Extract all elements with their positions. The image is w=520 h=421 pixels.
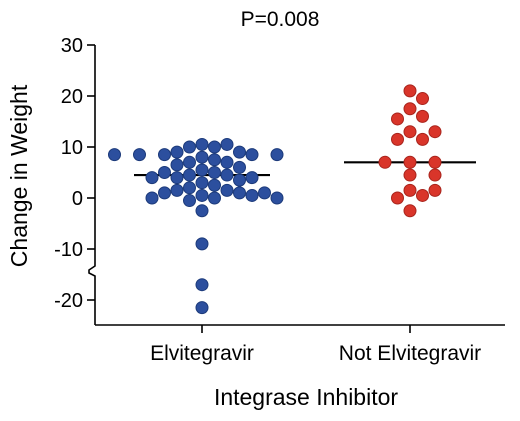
data-point <box>416 132 429 146</box>
data-point <box>428 155 442 169</box>
data-point <box>158 148 171 162</box>
data-point <box>258 186 271 200</box>
data-point <box>416 109 429 123</box>
data-point <box>195 278 209 292</box>
data-point <box>403 204 417 218</box>
data-point <box>158 166 171 179</box>
x-axis-title: Integrase Inhibitor <box>214 384 398 410</box>
data-point <box>195 301 209 315</box>
data-point <box>245 171 259 185</box>
data-point <box>403 155 417 169</box>
data-point <box>233 173 246 187</box>
y-tick-label: -10 <box>54 239 83 261</box>
data-point <box>220 155 234 169</box>
data-point <box>170 158 184 172</box>
data-point <box>416 92 429 106</box>
data-point <box>195 137 209 151</box>
data-point <box>233 145 246 159</box>
y-tick-label: 20 <box>61 86 83 108</box>
data-point <box>158 186 171 200</box>
data-point <box>391 132 404 146</box>
data-point <box>183 194 196 208</box>
data-points <box>108 84 442 315</box>
data-point <box>183 168 196 182</box>
y-tick-label: 10 <box>61 137 83 159</box>
data-point <box>208 140 221 154</box>
data-point <box>195 150 209 164</box>
data-point <box>245 188 259 202</box>
data-point <box>195 163 209 177</box>
y-tick-label: -20 <box>54 290 83 312</box>
data-point <box>270 191 284 205</box>
data-point <box>170 183 184 197</box>
data-point <box>183 181 196 195</box>
data-point <box>403 168 417 182</box>
y-axis: 30 20 10 0 -10 -20 <box>54 35 96 325</box>
data-point <box>183 140 196 154</box>
data-point <box>233 160 246 174</box>
data-point <box>108 148 121 162</box>
y-axis-title: Change in Weight <box>6 84 32 267</box>
data-point <box>145 191 159 205</box>
data-point <box>428 168 442 182</box>
data-point <box>170 145 184 159</box>
x-category-label: Not Elvitegravir <box>339 342 481 365</box>
data-point <box>195 176 209 190</box>
data-point <box>391 191 404 205</box>
data-point <box>183 155 196 169</box>
data-point <box>195 204 209 218</box>
data-point <box>378 155 392 169</box>
data-point <box>208 191 221 205</box>
y-axis-break <box>88 262 96 325</box>
data-point <box>428 125 442 139</box>
data-point <box>233 186 246 200</box>
data-point <box>133 148 146 162</box>
data-point <box>220 168 234 182</box>
data-point <box>403 183 417 197</box>
chart-title: P=0.008 <box>241 8 320 31</box>
data-point <box>245 148 259 162</box>
data-point <box>145 171 159 185</box>
x-axis: Elvitegravir Not Elvitegravir <box>95 324 505 365</box>
data-point <box>403 84 417 98</box>
data-point <box>208 153 221 167</box>
data-point <box>220 183 234 197</box>
data-point <box>270 148 284 162</box>
x-category-label: Elvitegravir <box>150 342 254 365</box>
data-point <box>208 166 221 179</box>
data-point <box>416 188 429 202</box>
data-point <box>403 125 417 139</box>
data-point <box>195 237 209 251</box>
data-point <box>428 183 442 197</box>
data-point <box>403 102 417 116</box>
data-point <box>220 137 234 151</box>
y-tick-label: 30 <box>61 35 83 57</box>
data-point <box>195 188 209 202</box>
data-point <box>391 112 404 126</box>
data-point <box>208 178 221 192</box>
y-tick-label: 0 <box>72 188 83 210</box>
data-point <box>170 171 184 185</box>
